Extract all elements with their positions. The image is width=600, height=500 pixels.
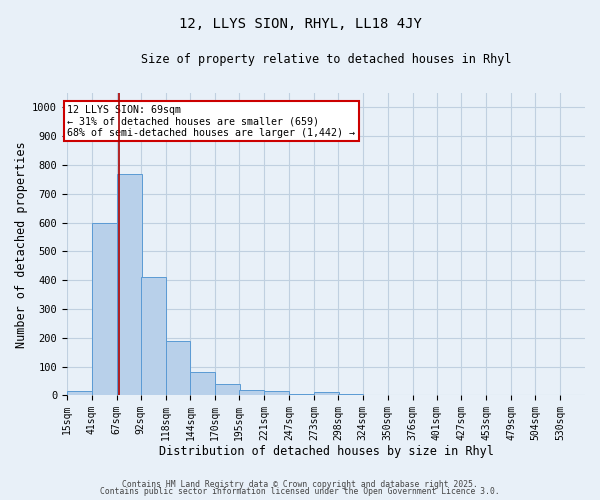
Y-axis label: Number of detached properties: Number of detached properties bbox=[15, 141, 28, 348]
X-axis label: Distribution of detached houses by size in Rhyl: Distribution of detached houses by size … bbox=[158, 444, 493, 458]
Bar bbox=[289, 394, 314, 396]
Bar bbox=[116, 174, 142, 396]
Text: Contains public sector information licensed under the Open Government Licence 3.: Contains public sector information licen… bbox=[100, 487, 500, 496]
Bar bbox=[264, 391, 289, 396]
Bar bbox=[215, 384, 240, 396]
Bar bbox=[338, 394, 363, 396]
Bar bbox=[140, 278, 166, 396]
Bar bbox=[166, 340, 190, 396]
Title: Size of property relative to detached houses in Rhyl: Size of property relative to detached ho… bbox=[140, 52, 511, 66]
Text: Contains HM Land Registry data © Crown copyright and database right 2025.: Contains HM Land Registry data © Crown c… bbox=[122, 480, 478, 489]
Bar bbox=[67, 391, 92, 396]
Bar bbox=[239, 390, 264, 396]
Text: 12 LLYS SION: 69sqm
← 31% of detached houses are smaller (659)
68% of semi-detac: 12 LLYS SION: 69sqm ← 31% of detached ho… bbox=[67, 104, 355, 138]
Bar bbox=[190, 372, 215, 396]
Bar bbox=[314, 392, 339, 396]
Text: 12, LLYS SION, RHYL, LL18 4JY: 12, LLYS SION, RHYL, LL18 4JY bbox=[179, 18, 421, 32]
Bar bbox=[92, 222, 116, 396]
